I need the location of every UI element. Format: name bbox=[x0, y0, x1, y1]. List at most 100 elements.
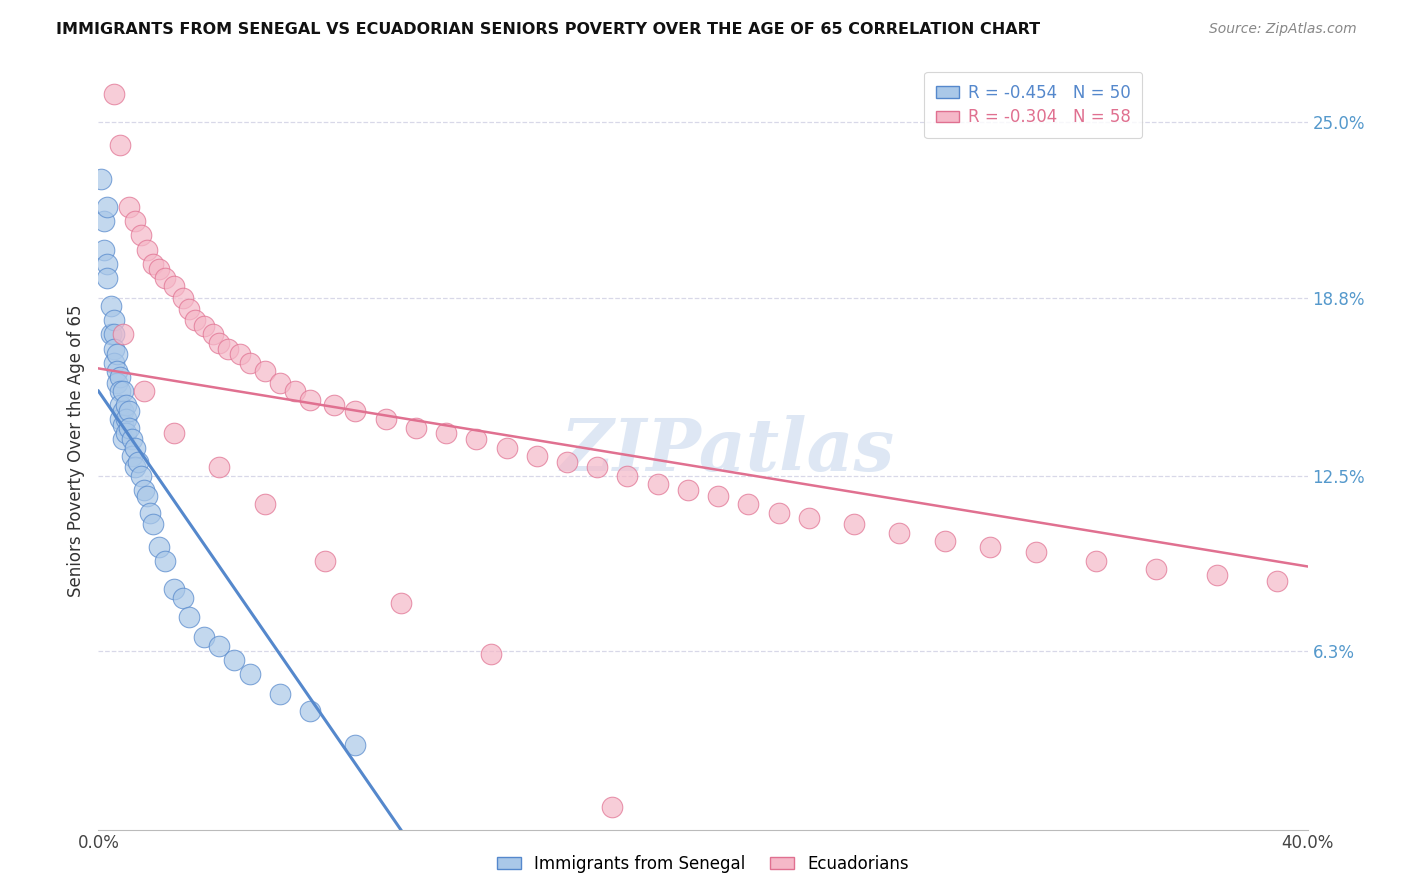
Point bbox=[676, 483, 699, 497]
Point bbox=[208, 639, 231, 653]
Point bbox=[934, 533, 956, 548]
Legend: R = -0.454   N = 50, R = -0.304   N = 58: R = -0.454 N = 50, R = -0.304 N = 58 bbox=[924, 72, 1142, 138]
Point bbox=[111, 384, 134, 398]
Point bbox=[889, 525, 911, 540]
Point bbox=[103, 313, 125, 327]
Point bbox=[118, 404, 141, 418]
Point bbox=[586, 460, 609, 475]
Point bbox=[344, 738, 367, 752]
Point bbox=[163, 582, 186, 596]
Point bbox=[108, 398, 131, 412]
Point bbox=[153, 271, 176, 285]
Point bbox=[526, 449, 548, 463]
Point bbox=[299, 704, 322, 718]
Point bbox=[108, 412, 131, 426]
Point bbox=[163, 279, 186, 293]
Point bbox=[844, 516, 866, 531]
Point bbox=[481, 647, 503, 661]
Point bbox=[1267, 574, 1289, 588]
Point bbox=[1024, 545, 1046, 559]
Point bbox=[495, 441, 517, 455]
Point bbox=[269, 687, 291, 701]
Point bbox=[284, 384, 307, 398]
Point bbox=[229, 347, 252, 361]
Point bbox=[465, 432, 488, 446]
Point bbox=[239, 356, 262, 370]
Point bbox=[299, 392, 322, 407]
Point bbox=[979, 540, 1001, 554]
Point bbox=[389, 596, 412, 610]
Point bbox=[405, 421, 427, 435]
Point bbox=[179, 301, 201, 316]
Point bbox=[323, 398, 346, 412]
Point bbox=[314, 554, 336, 568]
Legend: Immigrants from Senegal, Ecuadorians: Immigrants from Senegal, Ecuadorians bbox=[491, 848, 915, 880]
Point bbox=[707, 489, 730, 503]
Point bbox=[135, 489, 157, 503]
Point bbox=[193, 318, 215, 333]
Point bbox=[1206, 568, 1229, 582]
Point bbox=[124, 441, 146, 455]
Point bbox=[111, 417, 134, 432]
Point bbox=[127, 455, 149, 469]
Point bbox=[132, 483, 155, 497]
Point bbox=[93, 243, 115, 257]
Point bbox=[96, 257, 118, 271]
Point bbox=[555, 455, 578, 469]
Point bbox=[118, 421, 141, 435]
Point bbox=[135, 243, 157, 257]
Point bbox=[103, 327, 125, 342]
Point bbox=[90, 172, 112, 186]
Point bbox=[768, 506, 790, 520]
Point bbox=[179, 610, 201, 624]
Point bbox=[737, 497, 759, 511]
Point bbox=[202, 327, 225, 342]
Point bbox=[103, 342, 125, 356]
Text: Source: ZipAtlas.com: Source: ZipAtlas.com bbox=[1209, 22, 1357, 37]
Point bbox=[111, 327, 134, 342]
Point bbox=[129, 469, 152, 483]
Point bbox=[217, 342, 239, 356]
Y-axis label: Seniors Poverty Over the Age of 65: Seniors Poverty Over the Age of 65 bbox=[66, 304, 84, 597]
Point bbox=[100, 327, 122, 342]
Point bbox=[96, 200, 118, 214]
Point bbox=[184, 313, 207, 327]
Point bbox=[142, 516, 165, 531]
Point bbox=[108, 384, 131, 398]
Point bbox=[111, 432, 134, 446]
Point bbox=[224, 653, 246, 667]
Point bbox=[344, 404, 367, 418]
Point bbox=[105, 376, 128, 390]
Point bbox=[153, 554, 176, 568]
Point bbox=[139, 506, 162, 520]
Point bbox=[434, 426, 457, 441]
Point bbox=[108, 137, 131, 152]
Point bbox=[208, 335, 231, 350]
Point bbox=[148, 540, 170, 554]
Point bbox=[93, 214, 115, 228]
Point bbox=[103, 356, 125, 370]
Point bbox=[114, 426, 136, 441]
Point bbox=[132, 384, 155, 398]
Point bbox=[118, 200, 141, 214]
Point bbox=[374, 412, 396, 426]
Point bbox=[208, 460, 231, 475]
Point bbox=[1144, 562, 1167, 576]
Point bbox=[124, 460, 146, 475]
Point bbox=[602, 800, 624, 814]
Point bbox=[647, 477, 669, 491]
Point bbox=[121, 432, 143, 446]
Text: IMMIGRANTS FROM SENEGAL VS ECUADORIAN SENIORS POVERTY OVER THE AGE OF 65 CORRELA: IMMIGRANTS FROM SENEGAL VS ECUADORIAN SE… bbox=[56, 22, 1040, 37]
Point bbox=[1085, 554, 1108, 568]
Point bbox=[253, 497, 276, 511]
Point bbox=[269, 376, 291, 390]
Point bbox=[172, 591, 194, 605]
Point bbox=[142, 257, 165, 271]
Point bbox=[193, 630, 215, 644]
Point bbox=[253, 364, 276, 378]
Point bbox=[114, 412, 136, 426]
Point bbox=[124, 214, 146, 228]
Text: ZIPatlas: ZIPatlas bbox=[560, 415, 894, 486]
Point bbox=[111, 404, 134, 418]
Point bbox=[105, 347, 128, 361]
